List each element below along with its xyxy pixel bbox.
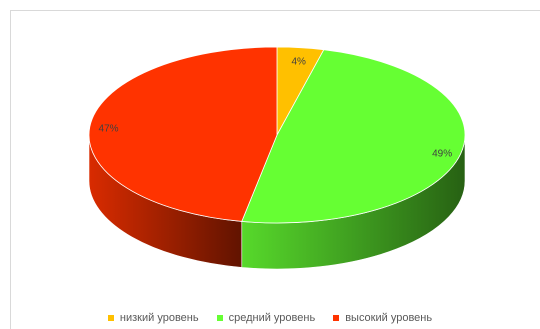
legend-swatch-medium (216, 315, 223, 321)
legend-swatch-high (333, 315, 340, 321)
legend-swatch-low (107, 315, 114, 321)
pie-slice-high (88, 46, 278, 222)
chart-legend: низкий уровень средний уровень высокий у… (0, 309, 540, 327)
legend-label-high: высокий уровень (345, 312, 433, 324)
data-label-high: 47% (99, 124, 119, 135)
chart-frame-top (10, 10, 540, 11)
legend-label-low: низкий уровень (119, 312, 199, 324)
data-label-low: 4% (291, 57, 306, 68)
legend-item-medium: средний уровень (216, 312, 316, 324)
chart-frame-left (10, 10, 11, 329)
legend-item-low: низкий уровень (107, 312, 199, 324)
legend-label-medium: средний уровень (228, 312, 316, 324)
data-label-medium: 49% (432, 148, 452, 159)
pie-slice-medium (241, 49, 466, 224)
legend-item-high: высокий уровень (333, 312, 432, 324)
